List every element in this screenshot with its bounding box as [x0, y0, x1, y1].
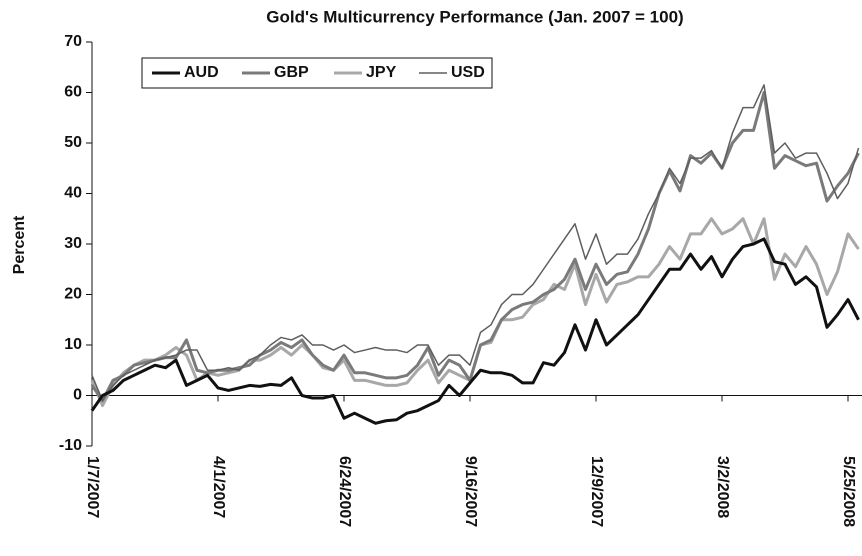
- chart-title: Gold's Multicurrency Performance (Jan. 2…: [266, 7, 683, 26]
- legend-label: AUD: [184, 64, 219, 81]
- y-tick-label: 10: [64, 336, 82, 353]
- y-tick-label: 50: [64, 134, 82, 151]
- x-tick-label: 1/7/2007: [84, 456, 101, 518]
- x-tick-label: 5/25/2008: [840, 456, 857, 527]
- legend-label: JPY: [366, 64, 397, 81]
- legend-label: GBP: [274, 64, 309, 81]
- y-axis-label: Percent: [11, 215, 28, 274]
- legend-label: USD: [451, 64, 485, 81]
- y-tick-label: 20: [64, 286, 82, 303]
- x-tick-label: 3/2/2008: [714, 456, 731, 518]
- line-aud: [90, 237, 860, 425]
- y-tick-label: -10: [59, 437, 82, 454]
- line-usd: [91, 84, 860, 402]
- y-tick-label: 0: [73, 387, 82, 404]
- y-tick-label: 30: [64, 235, 82, 252]
- x-tick-label: 6/24/2007: [336, 456, 353, 527]
- x-tick-label: 9/16/2007: [462, 456, 479, 527]
- x-tick-label: 12/9/2007: [588, 456, 605, 527]
- y-tick-label: 70: [64, 33, 82, 50]
- y-tick-label: 40: [64, 185, 82, 202]
- x-tick-label: 4/1/2007: [210, 456, 227, 518]
- y-tick-label: 60: [64, 84, 82, 101]
